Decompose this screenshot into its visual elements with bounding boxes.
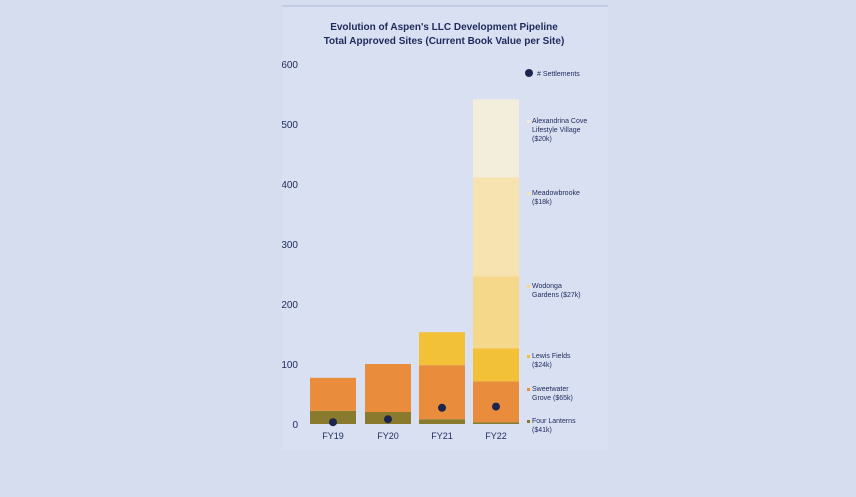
bar-segment bbox=[310, 410, 356, 424]
legend-label: # Settlements bbox=[537, 71, 580, 78]
chart-title-line-2: Total Approved Sites (Current Book Value… bbox=[324, 36, 565, 47]
legend-label: Alexandrina Cove bbox=[532, 118, 587, 125]
bar-segment bbox=[473, 276, 519, 349]
legend-swatch bbox=[527, 355, 530, 358]
y-tick-label: 600 bbox=[282, 60, 298, 71]
legend-label: Grove ($65k) bbox=[532, 395, 573, 402]
y-tick-label: 100 bbox=[282, 360, 298, 371]
legend-item: Sweetwater Grove ($65k) bbox=[527, 386, 573, 402]
legend-item: Wodonga Gardens ($27k) bbox=[527, 283, 581, 299]
legend-label: Gardens ($27k) bbox=[532, 292, 581, 299]
y-tick-label: 500 bbox=[282, 120, 298, 131]
bar-segment bbox=[419, 332, 465, 366]
bar-segment bbox=[365, 364, 411, 412]
settlement-marker bbox=[329, 418, 337, 427]
y-tick-label: 300 bbox=[282, 240, 298, 251]
bar-segment bbox=[473, 422, 519, 424]
legend-label: Lewis Fields bbox=[532, 353, 571, 360]
bar-segment bbox=[473, 99, 519, 178]
legend-label: ($20k) bbox=[532, 136, 552, 143]
settlement-marker bbox=[438, 403, 446, 412]
chart-panel: Evolution of Aspen's LLC Development Pip… bbox=[282, 5, 608, 450]
legend-swatch bbox=[527, 420, 530, 423]
x-tick-label: FY21 bbox=[431, 431, 453, 441]
legend-label: ($41k) bbox=[532, 427, 552, 434]
legend-marker bbox=[525, 69, 533, 77]
legend-label: ($24k) bbox=[532, 362, 552, 369]
legend-label: Wodonga bbox=[532, 283, 562, 290]
legend-label: Lifestyle Village bbox=[532, 127, 581, 134]
legend-item: Alexandrina Cove Lifestyle Village ($20k) bbox=[527, 118, 587, 143]
legend-swatch bbox=[527, 192, 530, 195]
legend-item: Four Lanterns ($41k) bbox=[527, 418, 576, 434]
y-tick-label: 200 bbox=[282, 300, 298, 311]
legend-swatch bbox=[527, 388, 530, 391]
legend-label: Four Lanterns bbox=[532, 418, 576, 425]
settlement-marker bbox=[492, 402, 500, 411]
y-tick-label: 400 bbox=[282, 180, 298, 191]
legend-label: ($18k) bbox=[532, 199, 552, 206]
chart-svg: Evolution of Aspen's LLC Development Pip… bbox=[282, 22, 587, 441]
bar-segment bbox=[310, 377, 356, 411]
legend-label: Sweetwater bbox=[532, 386, 569, 393]
bar-segment bbox=[473, 381, 519, 423]
settlement-marker bbox=[384, 415, 392, 424]
legend-swatch bbox=[527, 120, 530, 123]
y-tick-label: 0 bbox=[292, 420, 298, 431]
chart-title-line-1: Evolution of Aspen's LLC Development Pip… bbox=[330, 22, 558, 33]
legend-swatch bbox=[527, 285, 530, 288]
x-tick-label: FY20 bbox=[377, 431, 399, 441]
bar-segment bbox=[419, 419, 465, 424]
legend-item: Lewis Fields ($24k) bbox=[527, 353, 571, 369]
bar-segment bbox=[473, 177, 519, 277]
legend-label: Meadowbrooke bbox=[532, 190, 580, 197]
legend-item-settlements: # Settlements bbox=[525, 69, 580, 78]
x-tick-label: FY19 bbox=[322, 431, 344, 441]
legend-item: Meadowbrooke ($18k) bbox=[527, 190, 580, 206]
bar-segment bbox=[473, 348, 519, 382]
x-tick-label: FY22 bbox=[485, 431, 507, 441]
